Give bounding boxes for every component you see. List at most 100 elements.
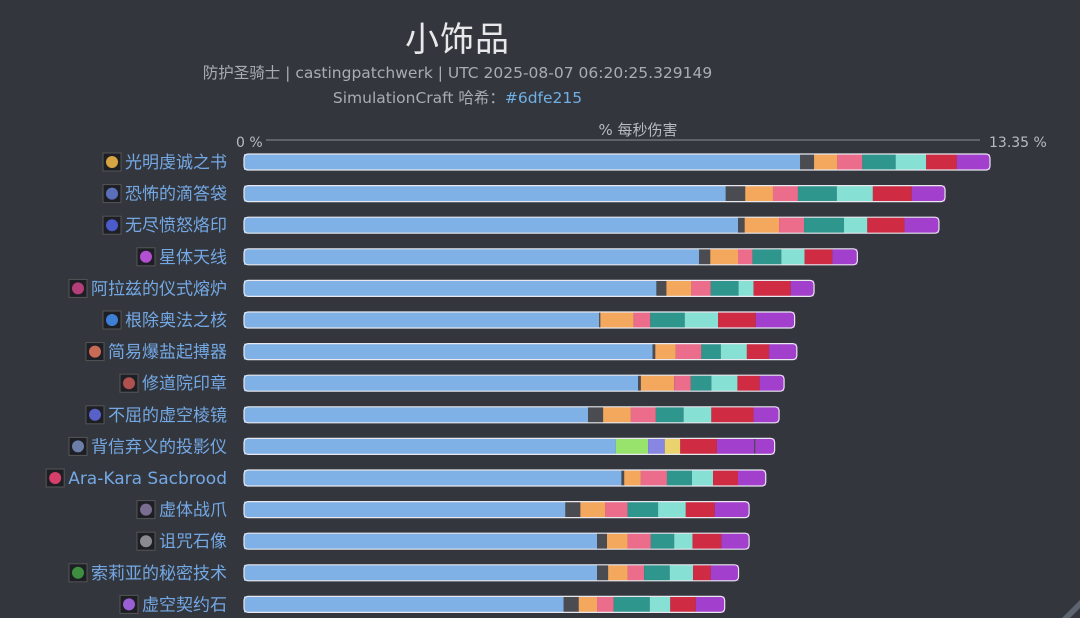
bar-segment — [836, 185, 873, 202]
bar-segment — [753, 280, 791, 297]
bar-segment — [644, 564, 670, 581]
bar-label[interactable]: 星体天线 — [159, 248, 227, 268]
bar-outline — [243, 343, 798, 361]
bar-segment — [627, 533, 651, 550]
bar-segment — [804, 248, 833, 265]
projector-icon-glyph — [72, 440, 84, 453]
bar-segment — [244, 343, 653, 360]
bar-outline — [243, 532, 750, 550]
bar-segment — [597, 596, 614, 613]
bar-segment — [797, 185, 837, 202]
bar-segment — [754, 438, 756, 455]
bar-segment — [837, 154, 863, 170]
bar-segment — [658, 501, 686, 518]
bar-segment — [648, 438, 665, 455]
bar-label[interactable]: 简易爆盐起搏器 — [108, 343, 227, 363]
bar-segment — [844, 217, 868, 234]
bar-segment — [683, 406, 712, 423]
bar-segment — [627, 501, 659, 518]
bar-segment — [720, 343, 747, 360]
bar-segment — [597, 564, 609, 581]
bar-segment — [670, 596, 696, 613]
bar-segment — [630, 406, 656, 423]
bar-segment — [608, 564, 628, 581]
bar-segment — [772, 185, 798, 202]
hash-link[interactable]: #6dfe215 — [504, 89, 583, 107]
bar-segment — [650, 312, 685, 328]
chart-title: 小饰品 — [405, 20, 510, 60]
bag-icon-glyph — [106, 187, 118, 200]
bar-segment — [713, 470, 738, 486]
statue-icon-glyph — [140, 535, 152, 548]
bar-segment — [649, 596, 671, 613]
bar-segment — [710, 564, 739, 581]
bar-outline — [243, 501, 750, 519]
bar-segment — [675, 343, 702, 360]
bar-segment — [244, 438, 616, 455]
bar-segment — [755, 438, 775, 455]
bar-segment — [695, 596, 725, 613]
bar-segment — [911, 185, 946, 202]
bar-segment — [832, 248, 858, 265]
bar-segment — [744, 217, 780, 234]
bar-outline — [243, 437, 776, 455]
bar-segment — [244, 248, 700, 265]
bar-outline — [243, 406, 780, 424]
bar-outline — [243, 564, 740, 582]
bar-segment — [588, 406, 604, 423]
bar-segment — [926, 154, 957, 170]
core-icon-glyph — [106, 314, 118, 326]
bar-label[interactable]: Ara-Kara Sacbrood — [68, 469, 227, 489]
bar-segment — [699, 248, 711, 265]
bar-segment — [693, 564, 711, 581]
bar-label[interactable]: 恐怖的滴答袋 — [125, 185, 227, 205]
bar-outline — [243, 216, 940, 234]
bar-segment — [738, 217, 745, 234]
bar-segment — [701, 343, 721, 360]
bar-segment — [669, 564, 694, 581]
bar-label[interactable]: 背信弃义的投影仪 — [91, 437, 227, 457]
bar-segment — [692, 533, 722, 550]
bar-label[interactable]: 阿拉兹的仪式熔炉 — [91, 279, 227, 299]
bar-label[interactable]: 虚空契约石 — [142, 595, 227, 615]
bar-segment — [244, 564, 598, 581]
bar-segment — [655, 343, 676, 360]
bar-label[interactable]: 修道院印章 — [142, 374, 227, 394]
bar-segment — [244, 185, 726, 202]
bar-segment — [904, 217, 939, 234]
bar-segment — [597, 533, 608, 550]
bar-label[interactable]: 诅咒石像 — [159, 532, 227, 552]
bar-segment — [640, 375, 675, 392]
bar-segment — [711, 375, 738, 392]
bar-segment — [745, 185, 773, 202]
bar-label[interactable]: 光明虔诚之书 — [125, 153, 227, 173]
bar-segment — [627, 564, 645, 581]
bar-segment — [674, 533, 693, 550]
bar-label[interactable]: 无尽愤怒烙印 — [125, 216, 227, 236]
claw-icon-glyph — [140, 503, 152, 516]
bar-segment — [656, 280, 667, 297]
bar-outline — [243, 153, 991, 171]
bar-segment — [578, 596, 598, 613]
bar-label[interactable]: 索莉亚的秘密技术 — [91, 564, 227, 584]
bar-label[interactable]: 根除奥法之核 — [125, 311, 227, 331]
bar-segment — [710, 248, 738, 265]
bar-segment — [666, 470, 692, 486]
bar-segment — [804, 217, 845, 234]
brand-icon-glyph — [106, 219, 118, 232]
voidstone-icon-glyph — [123, 598, 135, 611]
bar-segment — [244, 312, 600, 328]
book-icon-glyph — [106, 156, 118, 168]
bar-label[interactable]: 不屈的虚空棱镜 — [108, 406, 227, 426]
bar-segment — [737, 375, 760, 392]
bar-segment — [244, 533, 598, 550]
bar-segment — [244, 280, 657, 297]
bar-outline — [243, 311, 796, 329]
bar-segment — [652, 343, 656, 360]
chart-subtitle: 防护圣骑士 | castingpatchwerk | UTC 2025-08-0… — [202, 64, 713, 82]
bar-segment — [800, 154, 815, 170]
bar-segment — [714, 501, 750, 518]
bar-label[interactable]: 虚体战爪 — [159, 501, 227, 521]
bar-segment — [600, 312, 634, 328]
hash-line: SimulationCraft 哈希：#6dfe215 — [0, 86, 915, 108]
